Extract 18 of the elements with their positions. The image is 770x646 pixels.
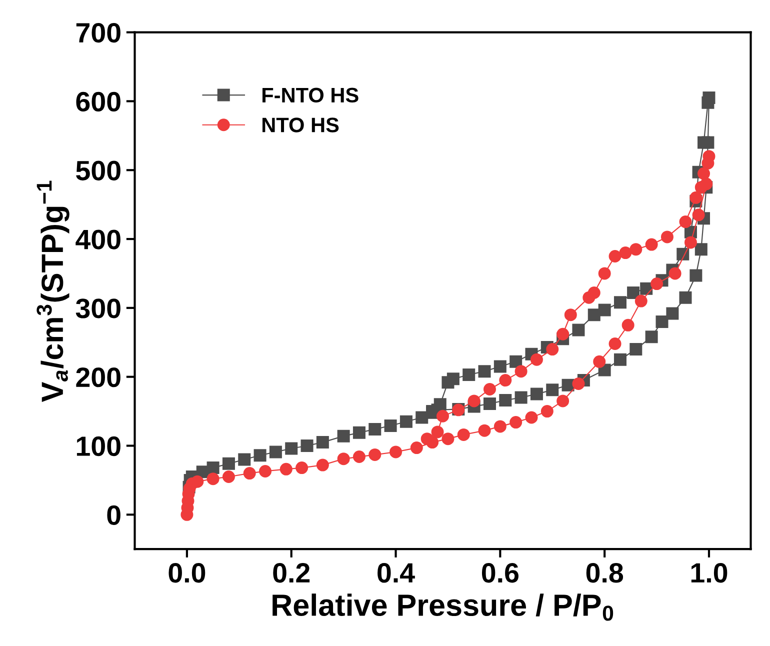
y-tick-label: 600: [76, 92, 120, 112]
legend-label: NTO HS: [262, 118, 339, 132]
y-axis-title: V$_{a}$/cm$^{3}$(STP)g$^{−1}$: [36, 180, 70, 402]
y-tick-label: 0: [107, 505, 120, 525]
y-tick-label: 700: [76, 22, 120, 43]
x-tick-label: 0.2: [273, 563, 310, 583]
x-axis-title: Relative Pressure / P/P$_{0}$: [272, 594, 614, 621]
x-tick-label: 0.6: [482, 563, 518, 583]
x-tick-label: 0.0: [168, 563, 206, 583]
x-tick-label: 1.0: [691, 563, 728, 583]
x-tick-label: 0.4: [378, 563, 415, 583]
y-tick-label: 300: [76, 298, 120, 318]
x-tick-label: 0.8: [586, 563, 624, 583]
y-tick-label: 400: [76, 230, 120, 250]
legend-label: F-NTO HS: [262, 88, 358, 103]
y-tick-label: 500: [76, 160, 120, 180]
y-tick-label: 200: [76, 368, 120, 388]
y-tick-label: 100: [76, 436, 120, 456]
